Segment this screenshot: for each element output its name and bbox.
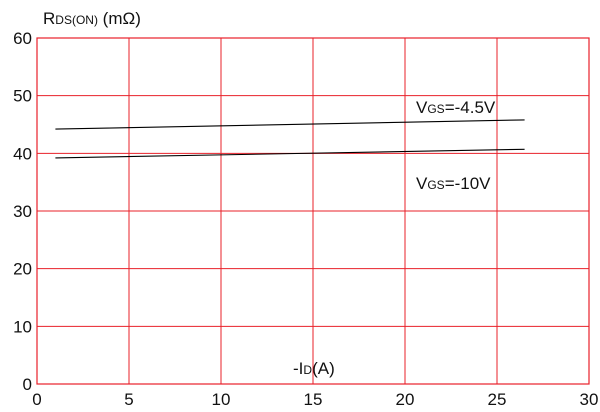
x-tick-label: 30: [580, 390, 599, 409]
y-tick-label: 50: [13, 87, 32, 106]
series-label-vgs-4.5v: VGS=-4.5V: [416, 98, 496, 117]
series-lines: [55, 119, 525, 159]
y-tick-label: 40: [13, 144, 32, 163]
y-axis-label: RDS(ON) (mΩ): [43, 9, 141, 28]
x-axis-label: -ID(A): [293, 359, 335, 378]
x-tick-label: 15: [304, 390, 323, 409]
y-tick-label: 60: [13, 29, 32, 48]
series-line-1: [55, 148, 525, 159]
series-label-vgs-10v: VGS=-10V: [416, 174, 491, 193]
x-tick-label: 10: [212, 390, 231, 409]
x-tick-label: 25: [488, 390, 507, 409]
x-tick-label: 20: [396, 390, 415, 409]
x-tick-label: 0: [32, 390, 41, 409]
grid: [36, 37, 590, 385]
y-tick-label: 20: [13, 260, 32, 279]
y-tick-label: 10: [13, 317, 32, 336]
x-tick-label: 5: [124, 390, 133, 409]
series-line-0: [55, 119, 525, 130]
y-tick-label: 30: [13, 202, 32, 221]
tick-labels: 0 5 10 15 20 25 30 0 10 20 30 40 50 60: [13, 29, 598, 409]
y-tick-label: 0: [23, 375, 32, 394]
